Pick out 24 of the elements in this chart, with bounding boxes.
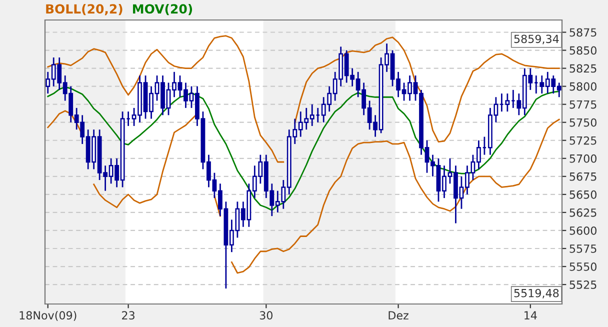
y-tick-label: 5600: [570, 226, 596, 235]
text: BOLL(20,2): [46, 4, 122, 16]
y-tick-label: 5550: [570, 262, 596, 271]
y-tick-label: 5525: [570, 280, 596, 289]
y-tick-label: 5825: [570, 64, 596, 73]
annotation: 5859,34: [514, 34, 559, 44]
x-tick-label: 23: [122, 311, 134, 320]
y-tick-label: 5650: [570, 190, 596, 199]
y-tick-label: 5800: [570, 82, 596, 91]
y-tick-label: 5675: [570, 172, 596, 181]
y-tick-label: 5575: [570, 244, 596, 253]
y-tick-label: 5725: [570, 136, 596, 145]
x-tick-label: 14: [524, 311, 537, 320]
y-tick-label: 5750: [570, 118, 596, 127]
x-tick-label: Dez: [388, 311, 408, 320]
text: MOV(20): [133, 4, 192, 16]
y-tick-label: 5875: [570, 28, 596, 37]
y-tick-label: 5775: [570, 100, 596, 109]
x-tick-label: 30: [260, 311, 272, 320]
y-tick-label: 5625: [570, 208, 596, 217]
annotation: 5519,48: [514, 288, 559, 298]
y-tick-label: 5700: [570, 154, 596, 163]
y-tick-label: 5850: [570, 46, 596, 55]
x-tick-label: 18Nov(09): [20, 310, 76, 321]
